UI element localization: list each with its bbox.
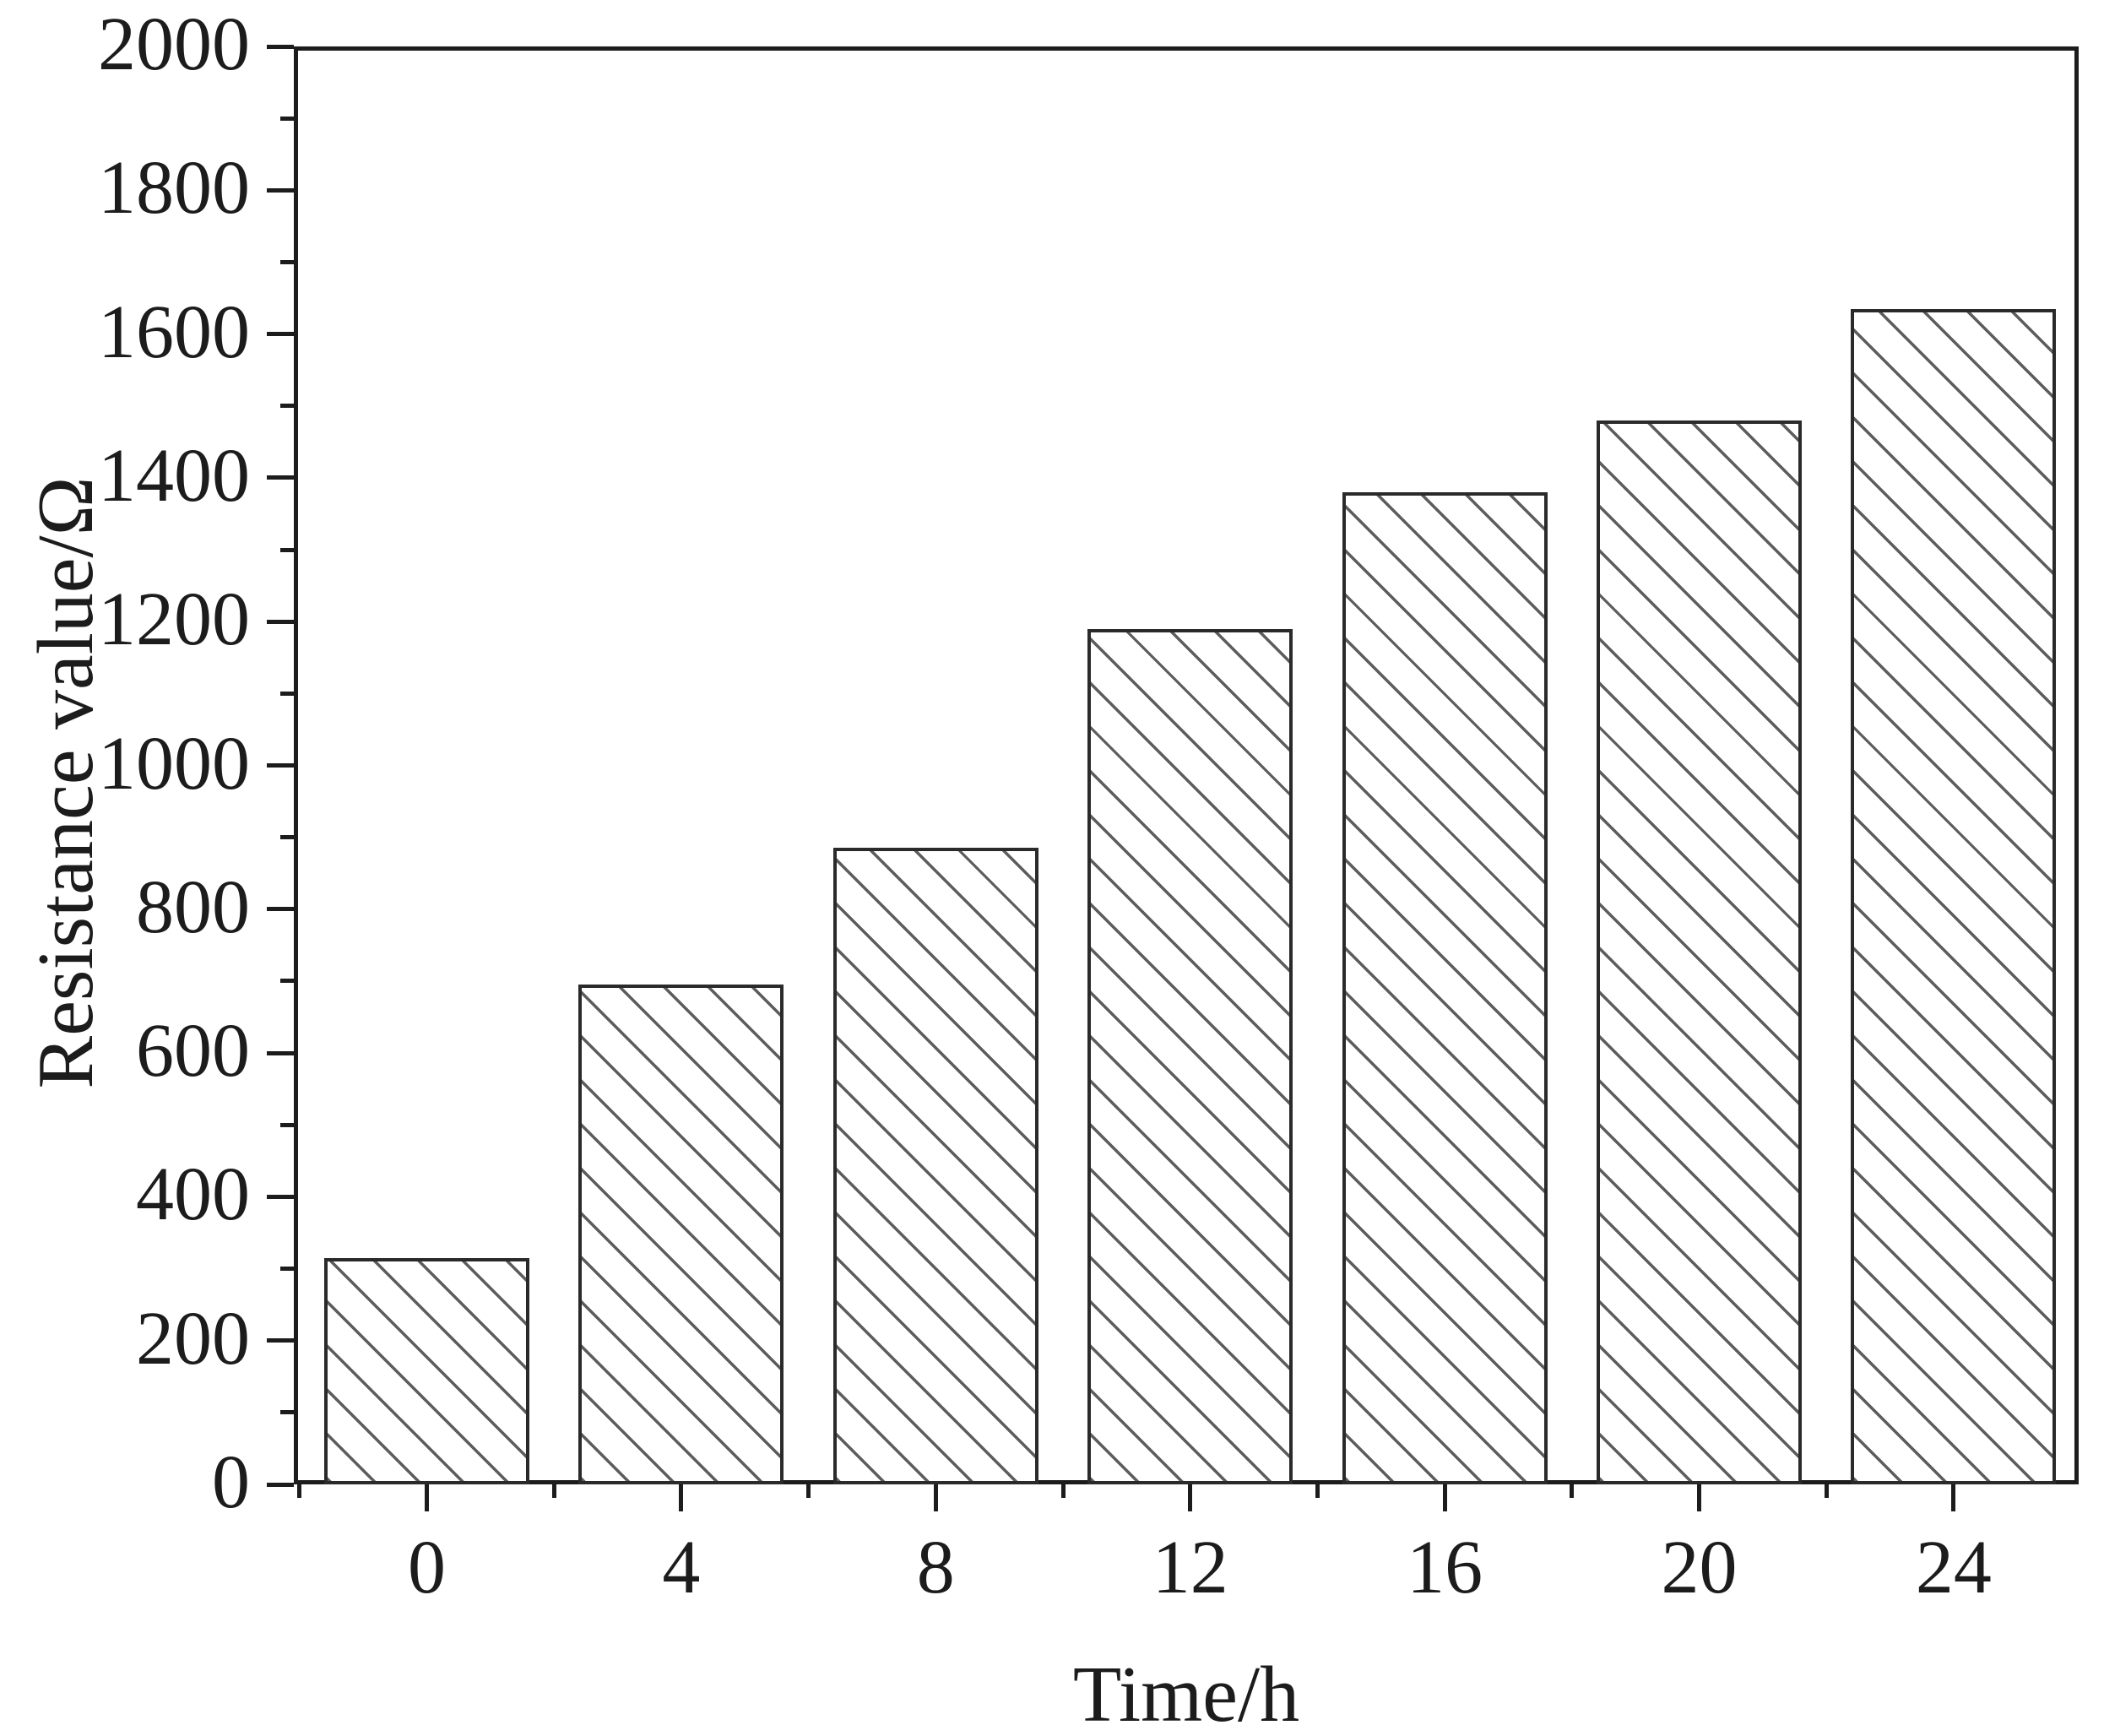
y-major-tick: [267, 44, 294, 49]
x-tick-label: 12: [1152, 1526, 1228, 1609]
x-minor-tick: [1824, 1484, 1829, 1498]
y-minor-tick: [280, 1267, 294, 1272]
x-major-tick: [1442, 1484, 1447, 1511]
y-tick-label: 200: [136, 1296, 250, 1381]
x-tick-label: 24: [1915, 1526, 1992, 1609]
y-minor-tick: [280, 835, 294, 840]
y-tick-label: 1800: [98, 146, 250, 231]
y-major-tick: [267, 332, 294, 337]
y-minor-tick: [280, 116, 294, 121]
x-minor-tick: [1060, 1484, 1066, 1498]
y-tick-label: 0: [212, 1440, 250, 1525]
bar-24h: [1851, 308, 2057, 1484]
x-major-tick: [1697, 1484, 1701, 1511]
y-major-tick: [267, 475, 294, 480]
bar-16h: [1342, 491, 1548, 1484]
y-tick-label: 1400: [98, 434, 250, 518]
bar-8h: [832, 848, 1038, 1484]
y-tick-label: 800: [136, 865, 250, 949]
y-minor-tick: [280, 691, 294, 696]
y-major-tick: [267, 619, 294, 624]
y-major-tick: [267, 1194, 294, 1199]
y-tick-label: 2000: [98, 3, 250, 87]
y-minor-tick: [280, 1410, 294, 1415]
x-major-tick: [679, 1484, 684, 1511]
y-minor-tick: [280, 1122, 294, 1127]
y-major-tick: [267, 1482, 294, 1487]
x-minor-tick: [806, 1484, 811, 1498]
x-major-tick: [425, 1484, 429, 1511]
x-major-tick: [1951, 1484, 1956, 1511]
y-tick-label: 1000: [98, 721, 250, 806]
y-major-tick: [267, 907, 294, 912]
x-tick-label: 8: [916, 1526, 955, 1609]
y-major-tick: [267, 763, 294, 768]
x-axis-title: Time/h: [1072, 1651, 1300, 1736]
x-minor-tick: [1315, 1484, 1320, 1498]
y-minor-tick: [280, 404, 294, 409]
x-minor-tick: [551, 1484, 556, 1498]
y-minor-tick: [280, 259, 294, 264]
y-axis-title: Resistance value/Ω: [22, 476, 110, 1089]
y-tick-label: 1200: [98, 578, 250, 662]
x-tick-label: 20: [1661, 1526, 1738, 1609]
bar-20h: [1597, 420, 1802, 1484]
x-tick-label: 16: [1407, 1526, 1483, 1609]
x-tick-label: 4: [662, 1526, 701, 1609]
x-minor-tick: [297, 1484, 302, 1498]
y-major-tick: [267, 1338, 294, 1343]
x-tick-label: 0: [408, 1526, 446, 1609]
x-major-tick: [933, 1484, 938, 1511]
bar-0h: [324, 1257, 529, 1484]
y-minor-tick: [280, 547, 294, 552]
x-major-tick: [1188, 1484, 1193, 1511]
y-tick-label: 1600: [98, 290, 250, 374]
y-tick-label: 600: [136, 1009, 250, 1093]
y-major-tick: [267, 1050, 294, 1055]
bar-4h: [578, 985, 784, 1484]
bar-12h: [1087, 628, 1293, 1484]
y-minor-tick: [280, 979, 294, 984]
y-tick-label: 400: [136, 1153, 250, 1237]
y-major-tick: [267, 187, 294, 193]
x-minor-tick: [1570, 1484, 1575, 1498]
